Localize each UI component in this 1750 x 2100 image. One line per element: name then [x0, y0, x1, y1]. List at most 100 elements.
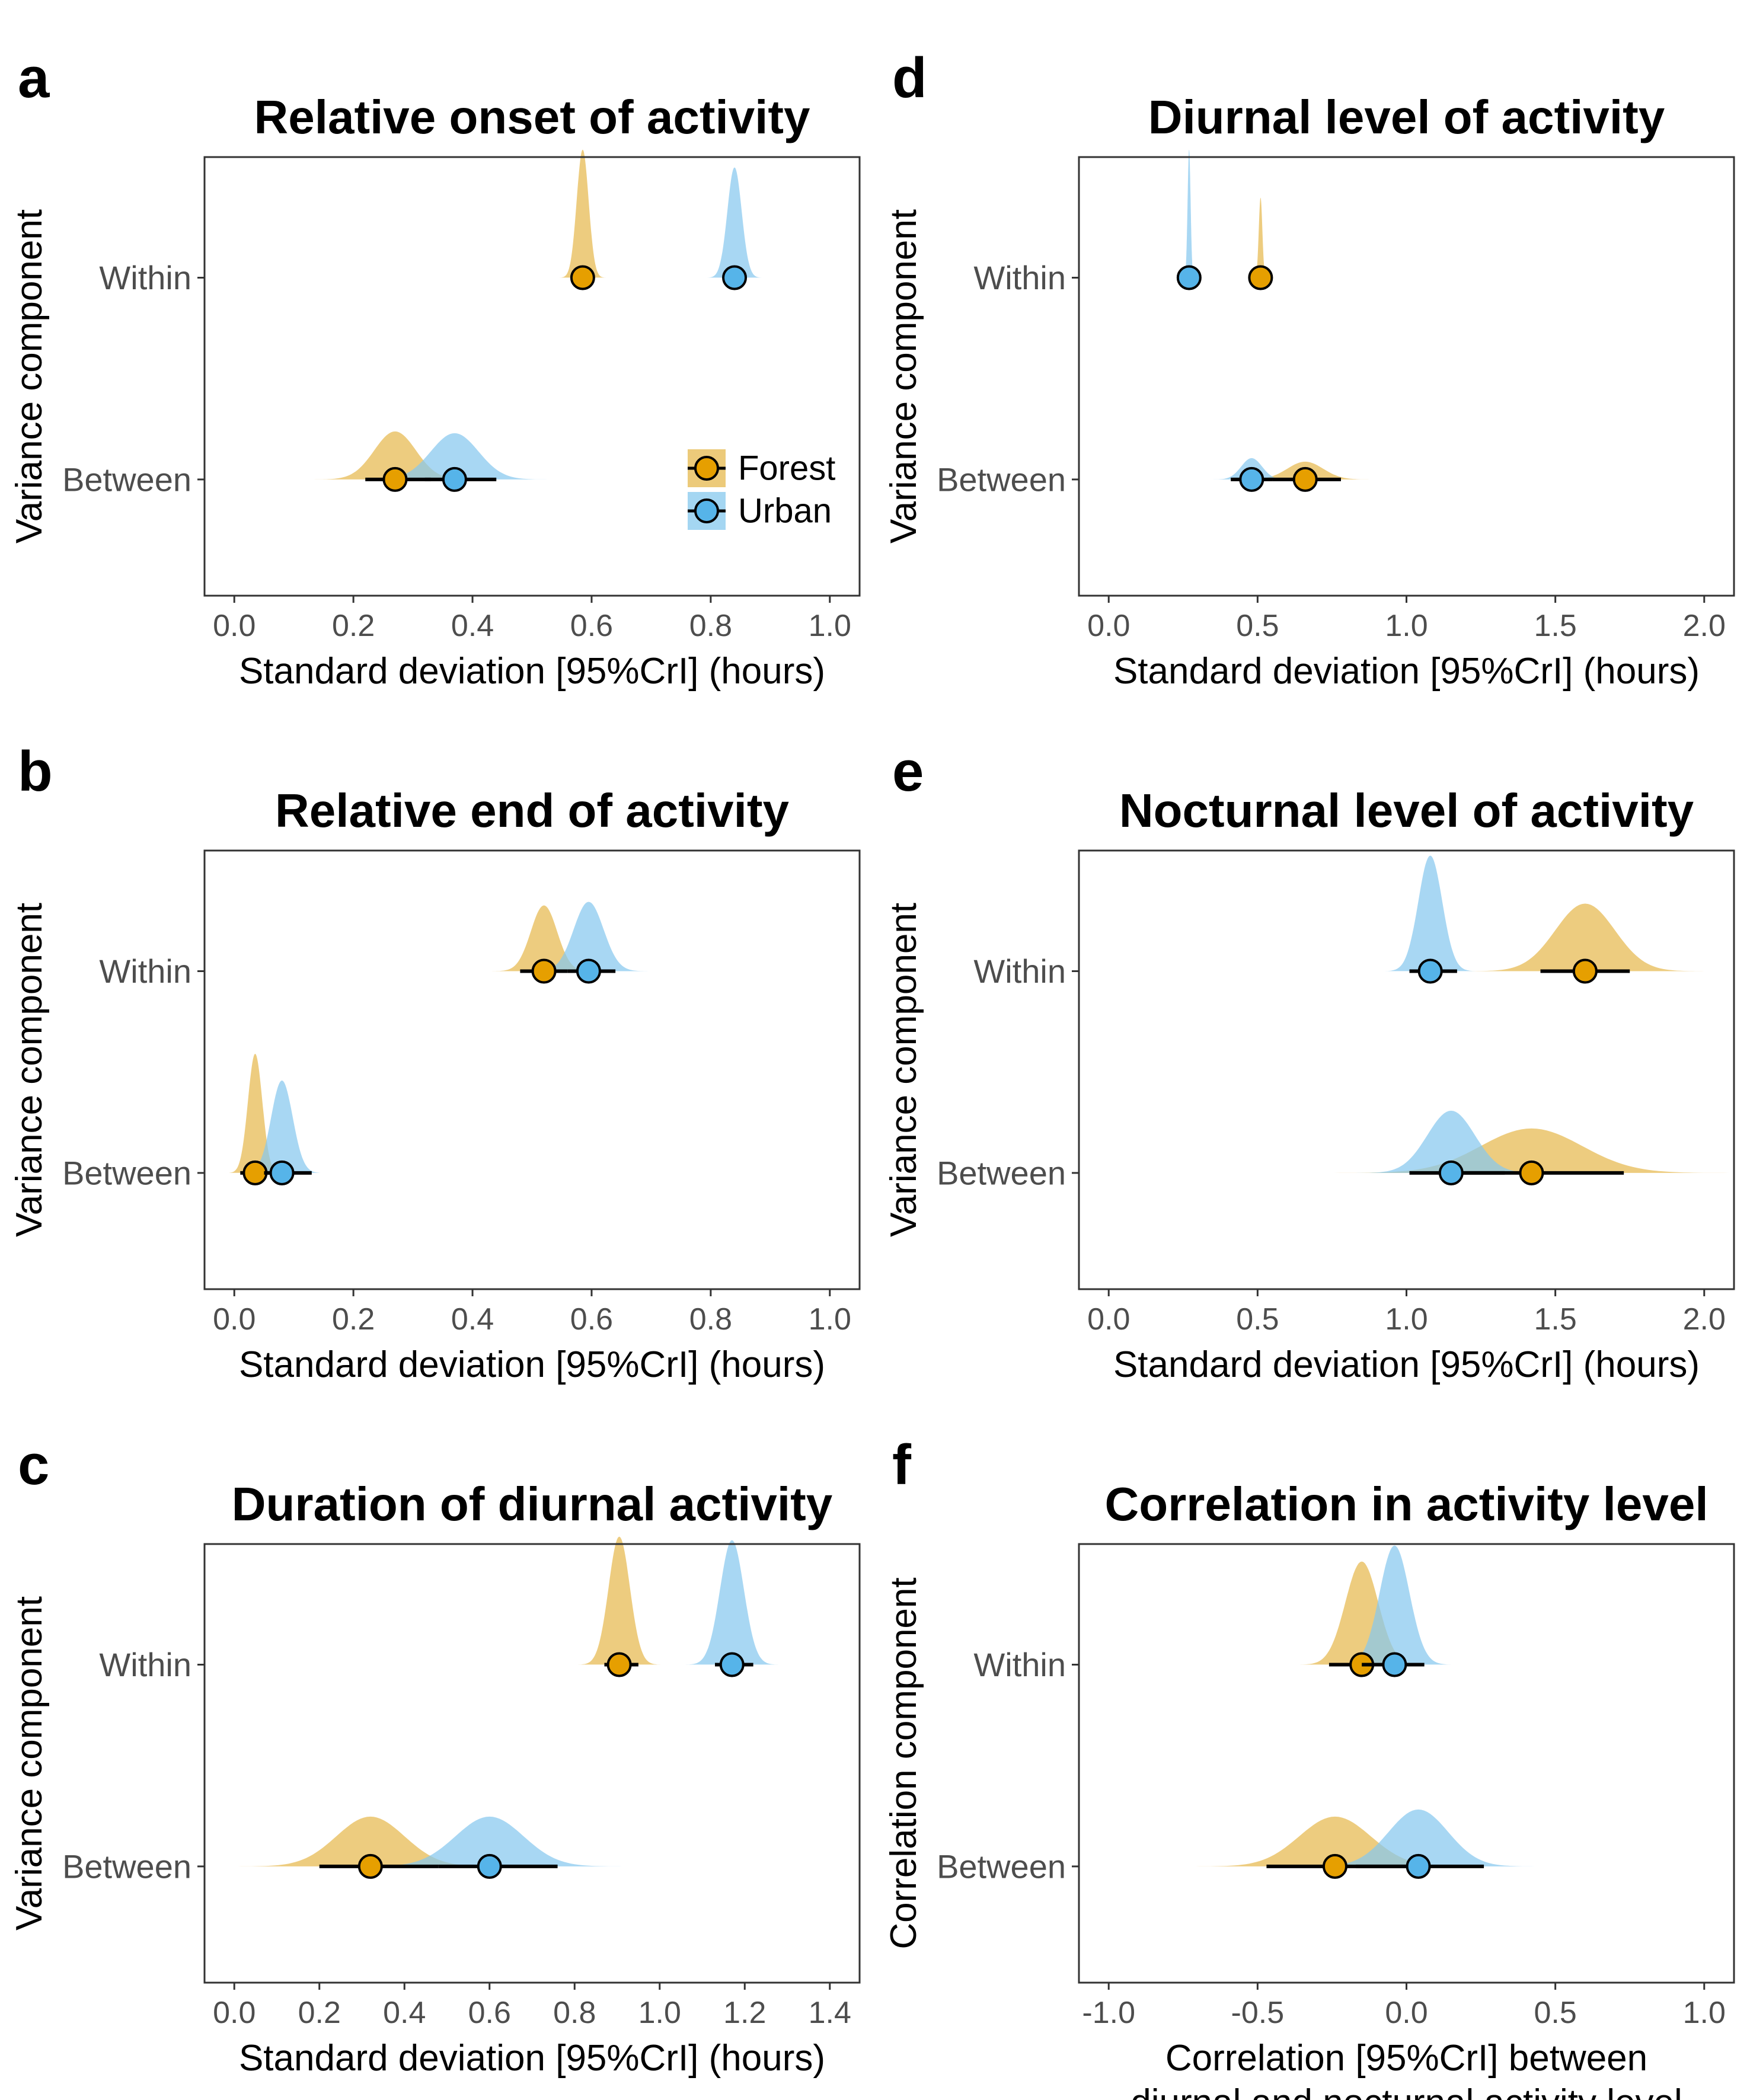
- x-tick-label: 1.2: [723, 1996, 766, 2030]
- x-tick-label: 0.0: [213, 609, 256, 643]
- panel-a: a Relative onset of activity Within Between…: [9, 46, 861, 692]
- density-urban-within: [1183, 149, 1195, 278]
- legend-point: [694, 498, 719, 523]
- y-tick-label: Within: [99, 952, 191, 990]
- panel-c: c Duration of diurnal activity Within Betwe…: [9, 1433, 861, 2079]
- plot-frame: [1078, 849, 1735, 1290]
- plot-frame: [203, 156, 861, 597]
- panel-title: Nocturnal level of activity: [1119, 784, 1694, 837]
- y-axis-label: Variance component: [9, 1596, 50, 1930]
- x-axis-label: Standard deviation [95%CrI] (hours): [239, 651, 825, 692]
- point-forest-between: [382, 466, 408, 492]
- density-forest-between: [311, 431, 479, 480]
- point-forest-between: [242, 1160, 268, 1185]
- y-tick-label: Within: [99, 1646, 191, 1683]
- density-urban-between: [1299, 1809, 1538, 1866]
- x-tick-label: 0.2: [332, 609, 375, 643]
- x-tick-label: 0.4: [451, 609, 494, 643]
- point-forest-within: [606, 1652, 632, 1677]
- y-axis-label: Variance component: [883, 209, 924, 544]
- panel-letter: e: [892, 740, 924, 803]
- x-tick-label: 0.0: [213, 1302, 256, 1337]
- y-tick-label: Between: [62, 1154, 191, 1191]
- panel-title: Relative end of activity: [275, 784, 789, 837]
- x-axis-label: Standard deviation [95%CrI] (hours): [239, 1344, 825, 1385]
- density-forest-within: [1466, 903, 1704, 971]
- density-forest-between: [1329, 1128, 1734, 1173]
- panel-title: Correlation in activity level: [1104, 1478, 1708, 1530]
- panel-letter: f: [892, 1433, 912, 1497]
- y-tick-label: Between: [937, 1848, 1066, 1885]
- x-tick-label: 0.6: [468, 1996, 511, 2030]
- y-tick-label: Between: [937, 1154, 1066, 1191]
- density-forest-within: [1253, 197, 1268, 278]
- x-tick-label: 1.0: [1385, 1302, 1428, 1337]
- x-tick-label: 1.5: [1534, 609, 1576, 643]
- panel-title: Relative onset of activity: [254, 91, 810, 143]
- panel-b: b Relative end of activity Within Between 0.…: [9, 740, 861, 1385]
- y-tick-label: Between: [62, 1848, 191, 1885]
- legend-point: [694, 456, 719, 481]
- x-tick-label: 0.6: [570, 1302, 613, 1337]
- x-tick-label: 0.8: [689, 609, 732, 643]
- y-tick-label: Within: [973, 952, 1066, 990]
- x-tick-label: 1.4: [809, 1996, 851, 2030]
- x-tick-label: 0.0: [213, 1996, 256, 2030]
- point-forest-within: [570, 265, 595, 290]
- x-tick-label: 0.5: [1236, 609, 1279, 643]
- point-urban-between: [477, 1853, 502, 1879]
- panel-letter: d: [892, 46, 927, 110]
- density-urban-within: [529, 902, 649, 971]
- point-urban-between: [1239, 466, 1264, 492]
- x-tick-label: 0.0: [1087, 1302, 1130, 1337]
- x-tick-label: 0.6: [570, 609, 613, 643]
- x-tick-label: 1.0: [1683, 1996, 1726, 2030]
- x-axis-label: Correlation [95%CrI] between: [1165, 2038, 1647, 2079]
- point-forest-within: [531, 958, 557, 984]
- x-tick-label: -0.5: [1231, 1996, 1285, 2030]
- point-urban-within: [1382, 1652, 1407, 1677]
- x-axis-label: Standard deviation [95%CrI] (hours): [1113, 1344, 1700, 1385]
- y-axis-label: Variance component: [9, 903, 50, 1237]
- x-tick-label: 0.4: [451, 1302, 494, 1337]
- panel-e: e Nocturnal level of activity Within Betwee…: [883, 740, 1735, 1385]
- legend-item-urban: Urban: [688, 492, 832, 530]
- density-urban-within: [684, 1540, 780, 1665]
- density-forest-between: [234, 1816, 507, 1866]
- x-axis-label: diurnal and nocturnal activity level: [1131, 2082, 1682, 2100]
- panel-d: d Diurnal level of activity Within Between 0…: [883, 46, 1735, 692]
- x-tick-label: 0.2: [298, 1996, 341, 2030]
- y-tick-label: Within: [99, 259, 191, 296]
- panel-letter: b: [18, 740, 53, 803]
- x-axis-label: Standard deviation [95%CrI] (hours): [239, 2038, 825, 2079]
- density-forest-within: [576, 1536, 662, 1665]
- panel-letter: a: [18, 46, 50, 110]
- x-tick-label: 1.0: [1385, 609, 1428, 643]
- point-forest-within: [1572, 958, 1598, 984]
- density-forest-between: [1192, 1816, 1478, 1866]
- x-tick-label: 1.5: [1534, 1302, 1576, 1337]
- point-urban-within: [1176, 265, 1202, 290]
- plot-frame: [203, 1543, 861, 1984]
- y-tick-label: Between: [937, 461, 1066, 498]
- x-tick-label: 1.0: [809, 1302, 851, 1337]
- x-tick-label: 0.5: [1534, 1996, 1576, 2030]
- x-tick-label: -1.0: [1082, 1996, 1135, 2030]
- panel-title: Duration of diurnal activity: [232, 1478, 833, 1530]
- point-urban-between: [442, 466, 467, 492]
- point-urban-between: [269, 1160, 295, 1185]
- density-forest-within: [558, 149, 607, 278]
- point-forest-between: [1519, 1160, 1544, 1185]
- plot-frame: [203, 849, 861, 1290]
- density-forest-within: [491, 905, 596, 971]
- x-axis-label: Standard deviation [95%CrI] (hours): [1113, 651, 1700, 692]
- point-urban-between: [1438, 1160, 1464, 1185]
- point-urban-within: [1417, 958, 1443, 984]
- point-forest-between: [1322, 1853, 1347, 1879]
- y-axis-label: Correlation component: [883, 1577, 924, 1949]
- density-urban-within: [1335, 1545, 1454, 1665]
- x-tick-label: 2.0: [1683, 1302, 1726, 1337]
- panel-f: f Correlation in activity level Within Betw…: [883, 1433, 1735, 2100]
- density-urban-between: [359, 433, 550, 480]
- x-tick-label: 0.8: [553, 1996, 596, 2030]
